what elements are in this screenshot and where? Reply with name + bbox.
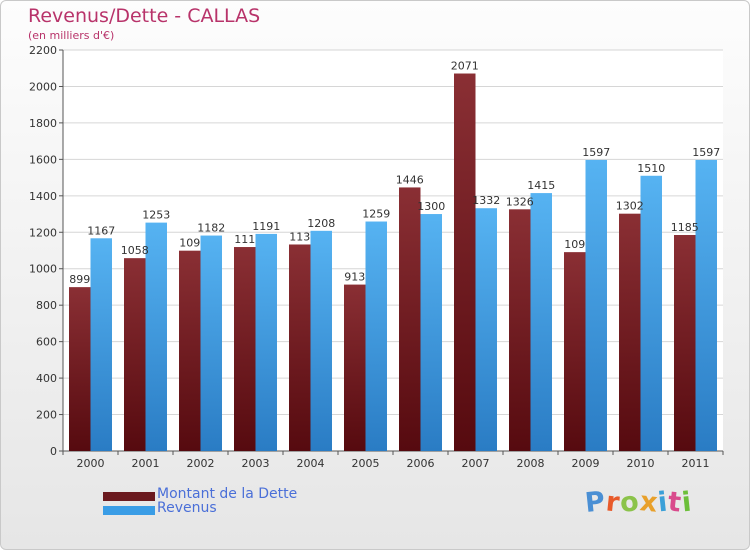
x-tick-label: 2002 (187, 457, 215, 470)
x-tick-label: 2009 (572, 457, 600, 470)
bars (69, 73, 717, 451)
bar-dette (69, 287, 91, 451)
data-label: 1510 (637, 162, 665, 175)
data-label: 1332 (472, 194, 500, 207)
bar-revenus (200, 235, 222, 451)
data-label: 1058 (121, 244, 149, 257)
legend-swatch-debt (103, 492, 155, 501)
bar-revenus (640, 175, 662, 451)
x-tick-label: 2004 (297, 457, 325, 470)
bar-revenus (365, 221, 387, 451)
x-tick-label: 2003 (242, 457, 270, 470)
data-label: 1415 (527, 179, 555, 192)
chart-subtitle: (en milliers d'€) (28, 29, 115, 42)
legend-swatch-revenue (103, 506, 155, 515)
data-label: 1326 (506, 195, 534, 208)
data-label: 1597 (692, 146, 720, 159)
chart-title: Revenus/Dette - CALLAS (28, 5, 261, 27)
data-label: 1597 (582, 146, 610, 159)
x-tick-label: 2000 (77, 457, 105, 470)
bar-dette (399, 187, 421, 451)
legend-label-debt: Montant de la Dette (157, 486, 298, 502)
bar-revenus (310, 230, 332, 451)
bar-revenus (420, 214, 442, 451)
x-tick-label: 2007 (462, 457, 490, 470)
legend-label-revenue: Revenus (157, 500, 217, 516)
bar-dette (289, 244, 311, 451)
data-label: 113 (289, 230, 310, 243)
y-tick-label: 1000 (29, 263, 57, 276)
data-label: 1182 (197, 222, 225, 235)
data-label: 1253 (142, 209, 170, 222)
y-tick-label: 2200 (29, 44, 57, 57)
x-tick-label: 2010 (627, 457, 655, 470)
bar-revenus (695, 159, 717, 451)
y-tick-label: 800 (36, 299, 57, 312)
y-tick-label: 400 (36, 372, 57, 385)
data-label: 109 (564, 238, 585, 251)
bar-dette (454, 73, 476, 451)
data-label: 1208 (307, 217, 335, 230)
bar-dette (674, 235, 696, 451)
data-label: 1446 (396, 173, 424, 186)
data-label: 1191 (252, 220, 280, 233)
axes: 0 200 400 600 800 1000 1200 1400 1600 1800 2000 220… (29, 44, 724, 470)
bar-revenus (90, 238, 112, 451)
bar-dette (234, 247, 256, 451)
data-label: 111 (234, 233, 255, 246)
data-label: 899 (69, 273, 90, 286)
bar-dette (509, 209, 531, 451)
bar-dette (179, 250, 201, 451)
x-tick-label: 2011 (682, 457, 710, 470)
data-label: 1185 (671, 221, 699, 234)
y-tick-label: 0 (50, 445, 57, 458)
data-label: 1300 (417, 200, 445, 213)
y-tick-label: 600 (36, 336, 57, 349)
bar-revenus (475, 208, 497, 451)
y-tick-label: 2000 (29, 80, 57, 93)
bar-revenus (530, 193, 552, 451)
data-label: 1259 (362, 208, 390, 221)
y-tick-label: 1600 (29, 153, 57, 166)
x-tick-label: 2006 (407, 457, 435, 470)
plot-area (63, 50, 723, 451)
bar-revenus (145, 222, 167, 451)
bar-revenus (255, 233, 277, 451)
bar-dette (124, 258, 146, 451)
y-tick-label: 1800 (29, 117, 57, 130)
y-tick-label: 200 (36, 409, 57, 422)
data-label: 1302 (616, 200, 644, 213)
bar-dette (619, 213, 641, 451)
bar-dette (344, 284, 366, 451)
data-label: 109 (179, 237, 200, 250)
y-tick-label: 1200 (29, 226, 57, 239)
data-label: 913 (344, 271, 365, 284)
x-tick-label: 2008 (517, 457, 545, 470)
x-tick-label: 2005 (352, 457, 380, 470)
bar-revenus (585, 159, 607, 451)
proxiti-logo: Proxiti (583, 485, 695, 520)
gridlines (63, 49, 723, 452)
x-tick-label: 2001 (132, 457, 160, 470)
bar-dette (564, 252, 586, 451)
data-label: 2071 (451, 60, 479, 73)
data-label: 1167 (87, 224, 115, 237)
y-tick-label: 1400 (29, 190, 57, 203)
